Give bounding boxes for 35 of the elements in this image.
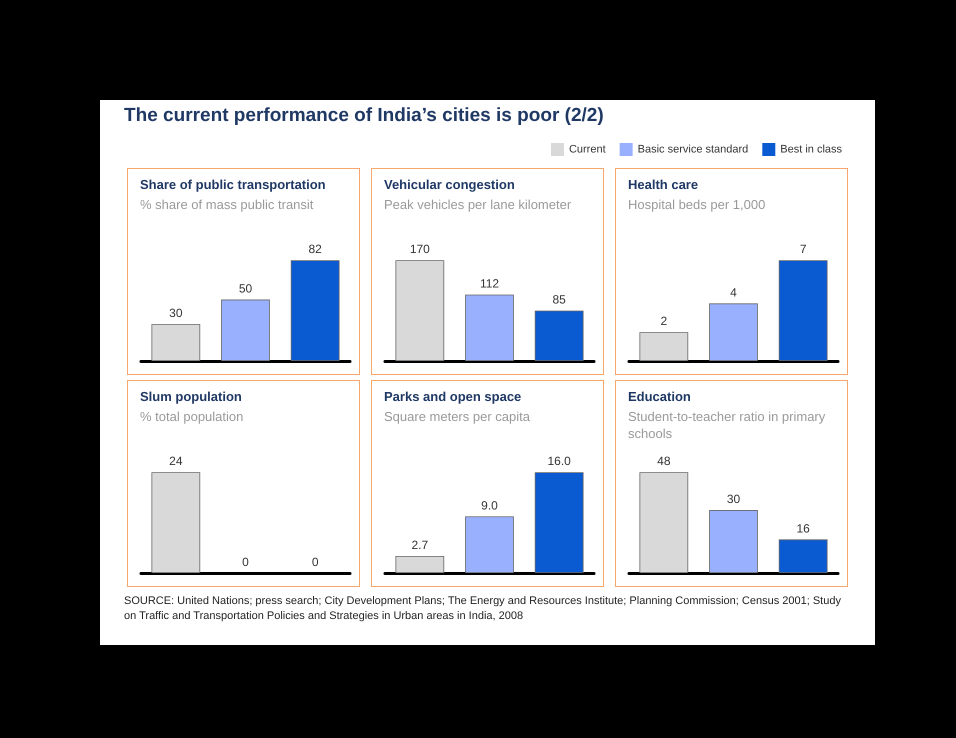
chart-subtitle: Square meters per capita: [384, 409, 531, 424]
source-note: SOURCE: United Nations; press search; City Development Plans; The Energy and Resources Institute; Planning Commission; Census 2001; Study on Traffic and Transportation Policies and Strategies in Urban areas in India, 2008: [124, 594, 842, 624]
chart-subtitle: % share of mass public transit: [140, 197, 314, 212]
data-label: 16: [796, 521, 810, 536]
data-label: 2.7: [411, 538, 428, 552]
data-label: 24: [169, 454, 183, 468]
chart-subtitle: % total population: [140, 409, 244, 424]
data-label: 4: [730, 285, 738, 300]
data-label: 48: [657, 454, 671, 468]
chart-subtitle: Hospital beds per 1,000: [628, 197, 766, 212]
legend-label: Basic service standard: [638, 144, 748, 156]
data-label: 16.0: [547, 454, 572, 468]
text: The current performance of India’s cities is poor (2/2): [124, 105, 604, 127]
data-label: 112: [480, 276, 500, 291]
chart-title: Education: [628, 389, 691, 404]
legend-label: Best in class: [780, 144, 843, 156]
data-label: 2: [660, 314, 668, 328]
data-label: 0: [242, 555, 250, 569]
chart-title: Vehicular congestion: [384, 177, 515, 192]
data-label: 0: [312, 555, 319, 569]
data-label: 82: [308, 242, 322, 256]
data-label: 7: [800, 242, 807, 256]
data-label: 85: [552, 292, 566, 307]
data-label: 50: [238, 282, 252, 296]
data-label: 30: [169, 306, 183, 320]
chart-title: Health care: [628, 177, 698, 192]
legend-label: Current: [568, 144, 606, 156]
chart-title: Parks and open space: [384, 389, 522, 404]
chart-subtitle: Peak vehicles per lane kilometer: [384, 197, 572, 212]
chart-subtitle: Student-to-teacher ratio in primary schools: [628, 409, 829, 441]
data-label: 30: [726, 492, 740, 506]
chart-title: Share of public transportation: [140, 177, 326, 192]
data-label: 9.0: [481, 498, 498, 512]
data-label: 170: [410, 242, 430, 256]
chart-title: Slum population: [140, 389, 242, 404]
